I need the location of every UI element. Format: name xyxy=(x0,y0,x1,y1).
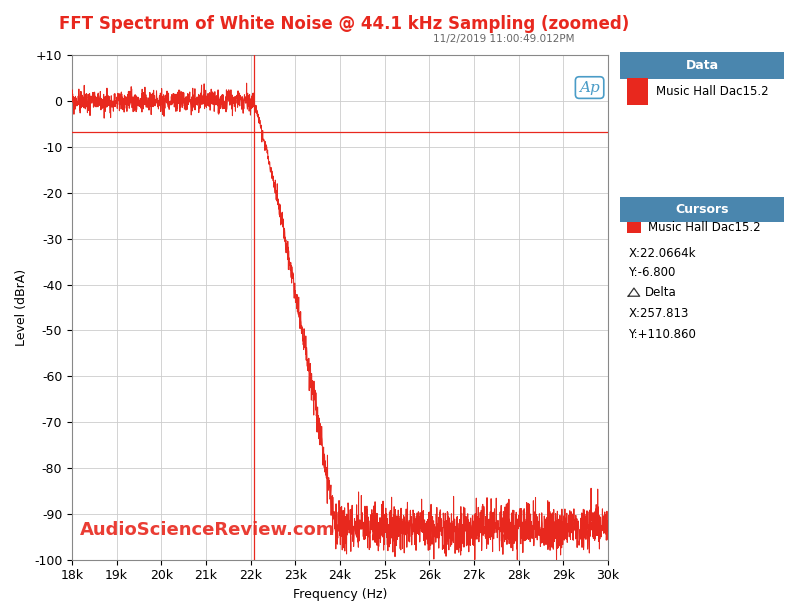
Text: 11/2/2019 11:00:49.012PM: 11/2/2019 11:00:49.012PM xyxy=(434,34,574,44)
X-axis label: Frequency (Hz): Frequency (Hz) xyxy=(293,588,387,601)
Text: Music Hall Dac15.2: Music Hall Dac15.2 xyxy=(648,221,761,234)
Text: X:257.813: X:257.813 xyxy=(628,307,689,320)
Bar xyxy=(620,197,784,222)
Text: Music Hall Dac15.2: Music Hall Dac15.2 xyxy=(656,85,769,98)
Bar xyxy=(626,222,642,234)
Y-axis label: Level (dBrA): Level (dBrA) xyxy=(15,269,28,346)
Text: Ap: Ap xyxy=(579,81,600,95)
Text: Y:+110.860: Y:+110.860 xyxy=(628,328,696,341)
Text: Y:-6.800: Y:-6.800 xyxy=(628,266,675,279)
Bar xyxy=(620,52,784,79)
Text: X:22.0664k: X:22.0664k xyxy=(628,247,696,260)
Text: Data: Data xyxy=(686,59,718,72)
Text: Delta: Delta xyxy=(645,285,676,299)
Text: AudioScienceReview.com: AudioScienceReview.com xyxy=(80,522,335,539)
Text: Cursors: Cursors xyxy=(675,203,729,216)
Bar xyxy=(626,79,648,105)
Text: FFT Spectrum of White Noise @ 44.1 kHz Sampling (zoomed): FFT Spectrum of White Noise @ 44.1 kHz S… xyxy=(59,15,629,33)
